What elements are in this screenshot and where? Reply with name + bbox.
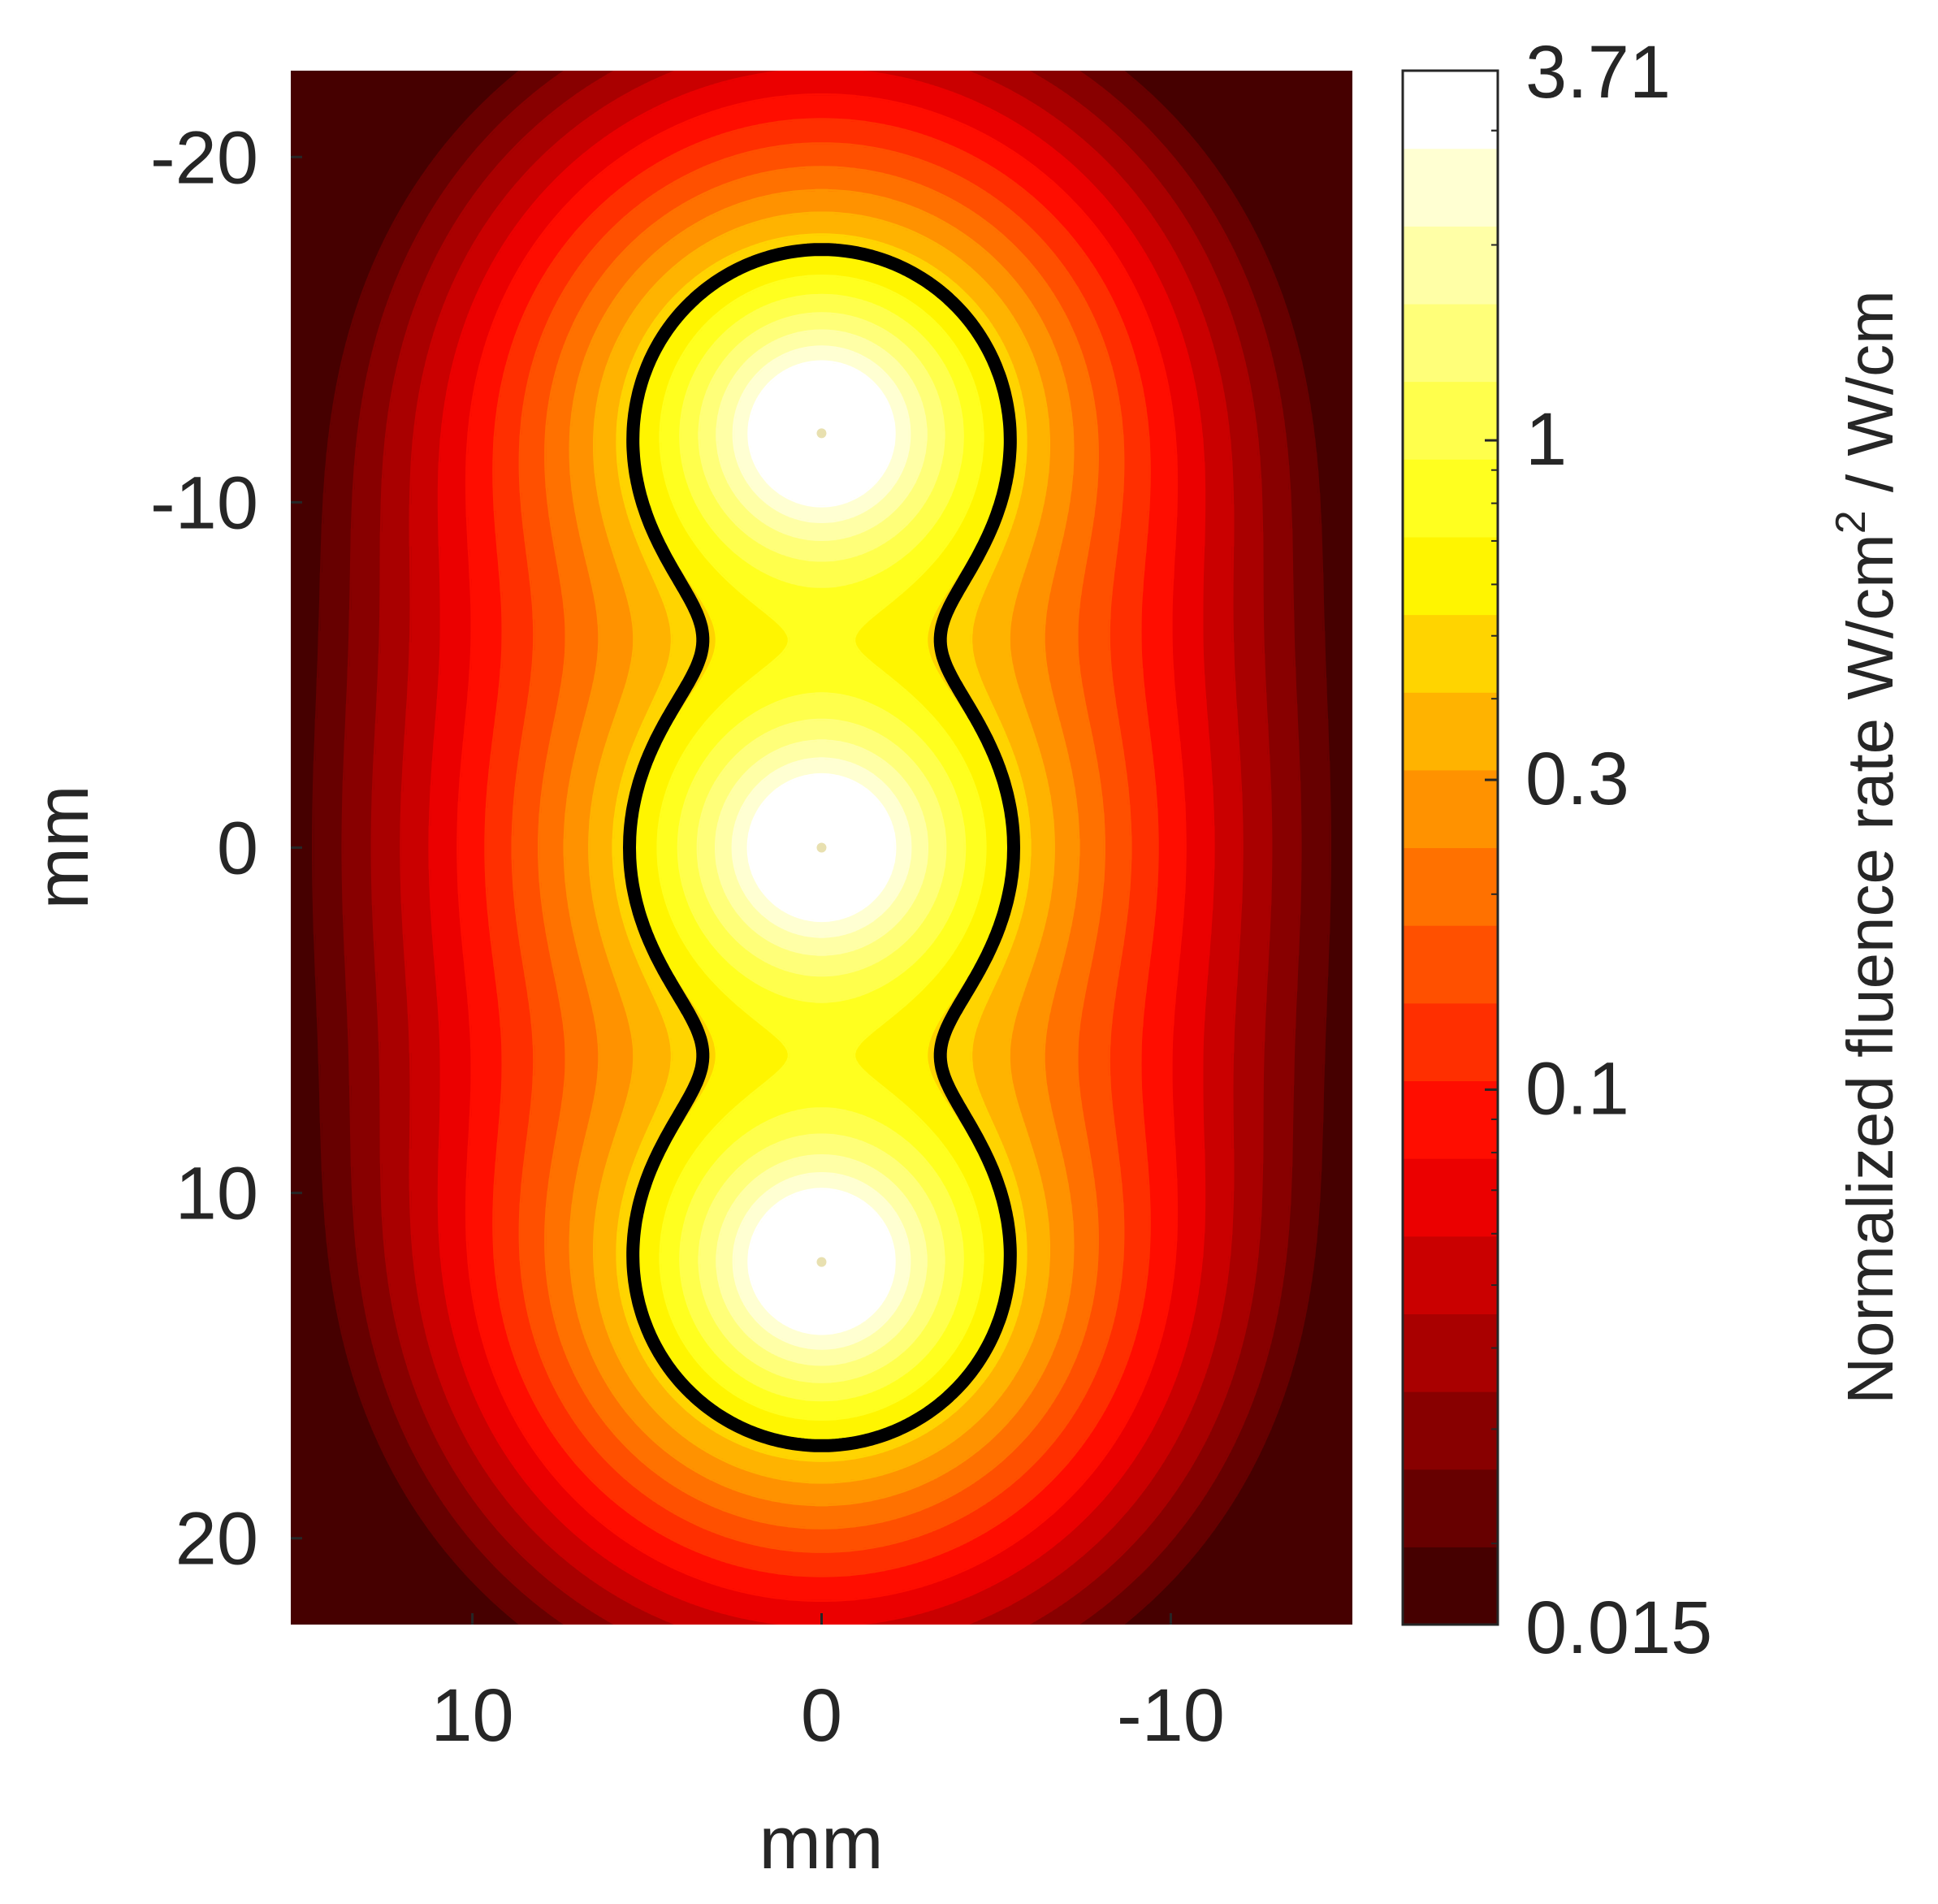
y-tick-label: -20 xyxy=(150,116,258,199)
colorbar-band-15 xyxy=(1403,381,1498,460)
colorbar-band-13 xyxy=(1403,536,1498,616)
contour-line-17 xyxy=(715,329,928,1366)
colorbar-band-14 xyxy=(1403,459,1498,538)
colorbar-label-main: Normalized fluence rate W/cm xyxy=(1834,534,1906,1404)
source-point-2 xyxy=(816,842,827,853)
colorbar-band-17 xyxy=(1403,226,1498,305)
colorbar-band-2 xyxy=(1403,1391,1498,1470)
contour-line-19 xyxy=(746,360,897,1335)
y-tick-label: 20 xyxy=(175,1498,258,1581)
colorbar-band-9 xyxy=(1403,847,1498,926)
colorbar-band-8 xyxy=(1403,925,1498,1004)
colorbar-tick-label: 0.3 xyxy=(1525,738,1629,820)
contour-line-7 xyxy=(484,118,1159,1577)
contour-line-10 xyxy=(563,188,1080,1507)
colorbar-band-12 xyxy=(1403,614,1498,693)
contour-line-14 xyxy=(656,275,987,1421)
contour-line-11 xyxy=(588,211,1055,1484)
y-tick-label: 0 xyxy=(217,807,258,890)
colorbar-band-4 xyxy=(1403,1235,1498,1314)
contour-line-8 xyxy=(511,142,1132,1553)
contour-line-4 xyxy=(400,71,1244,1625)
colorbar-band-5 xyxy=(1403,1158,1498,1237)
x-axis-ticks: 10 0 -10 xyxy=(430,1613,1225,1757)
colorbar-label-sup: 2 xyxy=(1828,510,1875,534)
highlight-contour xyxy=(623,243,1020,1452)
source-point-3 xyxy=(816,1257,827,1267)
x-axis-label: mm xyxy=(759,1802,883,1885)
source-markers xyxy=(816,428,827,1267)
y-axis-label: mm xyxy=(21,785,104,909)
colorbar-band-16 xyxy=(1403,303,1498,383)
colorbar-tick-label: 0.015 xyxy=(1525,1586,1712,1669)
contour-line-1 xyxy=(312,71,1331,1625)
y-axis-ticks: -20 -10 0 10 20 xyxy=(150,116,302,1581)
x-tick-label: 0 xyxy=(801,1674,842,1757)
colorbar-band-18 xyxy=(1403,148,1498,227)
colorbar-band-1 xyxy=(1403,1469,1498,1547)
contour-line-3 xyxy=(370,71,1273,1625)
contour-line-12 xyxy=(612,233,1032,1462)
x-tick-label: 10 xyxy=(430,1674,513,1757)
colorbar-band-7 xyxy=(1403,1002,1498,1082)
source-point-1 xyxy=(816,428,827,439)
contour-line-15 xyxy=(677,293,967,1402)
colorbar: 3.71 1 0.3 0.1 0.015 Normalized fluence rate… xyxy=(1401,31,1906,1669)
colorbar-band-10 xyxy=(1403,769,1498,849)
colorbar-frame xyxy=(1401,69,1499,1626)
colorbar-bands xyxy=(1403,71,1498,1625)
contour-line-2 xyxy=(341,71,1302,1625)
contour-line-16 xyxy=(696,312,947,1383)
colorbar-tick-label: 0.1 xyxy=(1525,1047,1629,1130)
contour-line-18 xyxy=(731,345,912,1350)
y-tick-label: 10 xyxy=(175,1153,258,1235)
x-tick-label: -10 xyxy=(1117,1674,1225,1757)
isoline-contour xyxy=(623,243,1020,1452)
colorbar-band-0 xyxy=(1403,1547,1498,1625)
colorbar-label: Normalized fluence rate W/cm2 / W/cm xyxy=(1828,290,1906,1404)
contour-line-9 xyxy=(538,166,1105,1530)
colorbar-band-19 xyxy=(1403,71,1498,149)
colorbar-label-tail: / W/cm xyxy=(1834,290,1906,510)
y-tick-label: -10 xyxy=(150,461,258,544)
plot-area xyxy=(291,71,1352,1625)
colorbar-band-6 xyxy=(1403,1080,1498,1159)
contour-line-6 xyxy=(456,93,1187,1602)
colorbar-tick-label: 3.71 xyxy=(1525,31,1671,114)
contour-line-5 xyxy=(428,71,1215,1625)
colorbar-band-3 xyxy=(1403,1313,1498,1392)
colorbar-ticks: 3.71 1 0.3 0.1 0.015 xyxy=(1485,31,1712,1669)
colorbar-band-11 xyxy=(1403,692,1498,771)
colorbar-tick-label: 1 xyxy=(1525,398,1567,481)
